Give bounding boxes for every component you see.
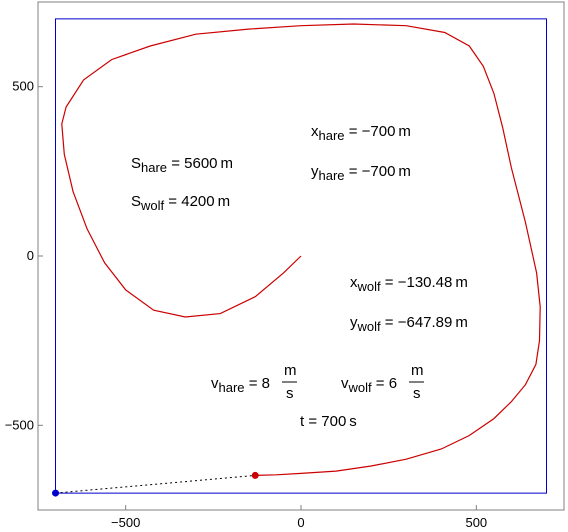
wolf-path (61, 23, 541, 476)
y-wolf-label: ywolf = −647.89 m (350, 314, 468, 334)
wolf-marker (251, 471, 259, 479)
y-tick-label: 500 (12, 79, 34, 94)
hare-marker (52, 489, 60, 497)
axis-ticks: −500 0 500 500 0 −500 (5, 79, 487, 530)
y-tick-label: −500 (5, 417, 34, 432)
v-hare-label: vhare = 8 (211, 375, 270, 395)
y-hare-label: yhare = −700 m (311, 163, 411, 183)
x-hare-label: xhare = −700 m (311, 123, 411, 143)
x-wolf-label: xwolf = −130.48 m (350, 274, 468, 294)
v-hare-unit-den: s (286, 385, 294, 402)
hare-path (55, 18, 547, 494)
s-wolf-label: Swolf = 4200 m (131, 193, 230, 213)
plot-frame (37, 1, 565, 511)
v-hare-unit-num: m (284, 362, 297, 379)
x-tick-label: 500 (465, 515, 487, 530)
v-wolf-unit-num: m (411, 362, 424, 379)
x-tick-label: −500 (111, 515, 140, 530)
x-tick-label: 0 (297, 515, 304, 530)
s-hare-label: Share = 5600 m (131, 155, 233, 175)
v-wolf-unit-den: s (413, 385, 421, 402)
v-wolf-label: vwolf = 6 (341, 375, 397, 395)
sight-line (55, 474, 256, 494)
y-tick-label: 0 (27, 248, 34, 263)
time-label: t = 700 s (300, 413, 357, 430)
